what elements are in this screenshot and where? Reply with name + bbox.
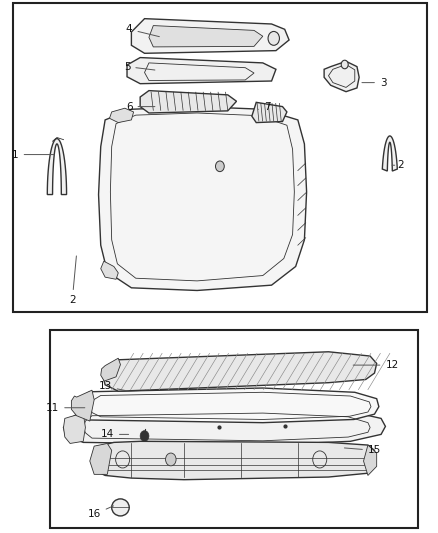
Text: 1: 1 <box>12 150 54 159</box>
Polygon shape <box>131 19 289 53</box>
Polygon shape <box>127 58 276 84</box>
Polygon shape <box>74 388 379 423</box>
Text: 4: 4 <box>126 25 159 37</box>
Polygon shape <box>149 26 263 47</box>
Polygon shape <box>324 61 359 92</box>
Polygon shape <box>92 441 374 480</box>
Polygon shape <box>382 136 397 171</box>
Circle shape <box>140 431 149 441</box>
Polygon shape <box>140 91 237 113</box>
Circle shape <box>215 161 224 172</box>
Text: 14: 14 <box>101 430 129 439</box>
Text: 2: 2 <box>69 256 76 305</box>
Polygon shape <box>101 261 118 279</box>
Polygon shape <box>99 107 307 290</box>
Polygon shape <box>110 108 134 123</box>
Polygon shape <box>101 358 120 381</box>
Text: 3: 3 <box>362 78 387 87</box>
Text: 6: 6 <box>126 102 155 111</box>
Text: 11: 11 <box>46 403 85 413</box>
Polygon shape <box>364 445 377 475</box>
Bar <box>13 3 427 312</box>
Text: 5: 5 <box>124 62 155 71</box>
Text: 7: 7 <box>258 102 271 111</box>
Polygon shape <box>64 413 85 443</box>
Circle shape <box>341 60 348 69</box>
Polygon shape <box>103 352 377 391</box>
Bar <box>50 330 418 528</box>
Circle shape <box>166 453 176 466</box>
Text: 2: 2 <box>392 160 404 170</box>
Text: 12: 12 <box>353 360 399 370</box>
Text: 13: 13 <box>99 382 129 391</box>
Polygon shape <box>64 408 385 445</box>
Text: 15: 15 <box>344 446 381 455</box>
Text: 16: 16 <box>88 506 113 519</box>
Polygon shape <box>252 102 287 123</box>
Polygon shape <box>90 443 112 474</box>
Polygon shape <box>47 139 67 195</box>
Circle shape <box>268 31 279 45</box>
Ellipse shape <box>112 499 129 516</box>
Polygon shape <box>71 390 94 421</box>
